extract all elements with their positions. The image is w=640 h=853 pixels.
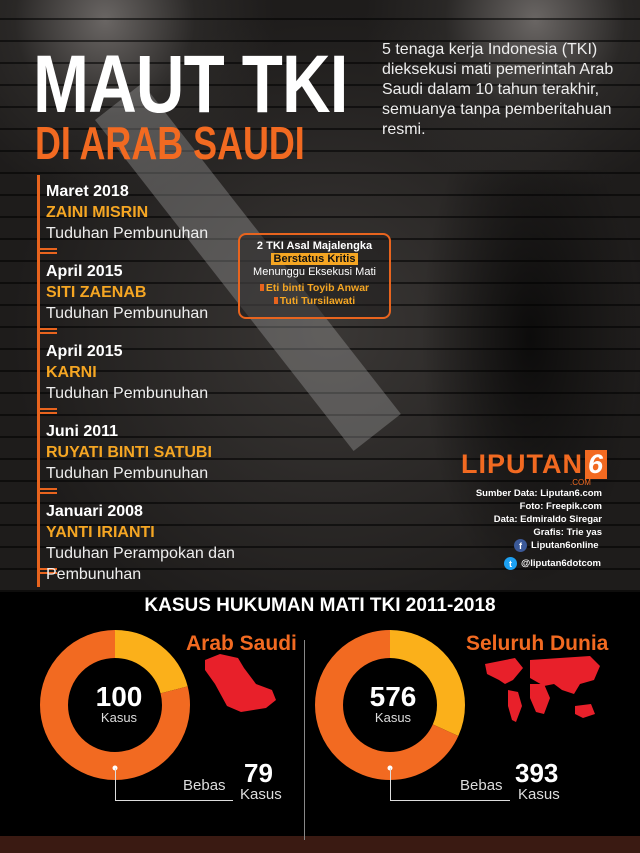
entry-date: Juni 2011 (46, 423, 119, 440)
stats-heading: KASUS HUKUMAN MATI TKI 2011-2018 (144, 595, 496, 616)
entry-charge: Tuduhan Pembunuhan (46, 385, 209, 402)
logo-number: 6 (585, 450, 608, 479)
twitter-handle: @liputan6dotcom (521, 558, 601, 569)
liputan6-logo: LIPUTAN 6 (461, 449, 608, 479)
credit-line: Grafis: Trie yas (533, 527, 602, 538)
panel-title: Seluruh Dunia (466, 632, 609, 655)
entry-name: KARNI (46, 364, 97, 381)
entry-name: SITI ZAENAB (46, 284, 147, 301)
total-unit: Kasus (100, 710, 138, 725)
donut-charts (40, 630, 600, 780)
saudi-arabia-map-icon (205, 654, 276, 712)
critical-status-box: 2 TKI Asal Majalengka Berstatus Kritis M… (238, 233, 391, 319)
timeline-tick (37, 488, 57, 490)
entry-date: Januari 2008 (46, 503, 143, 520)
entry-charge: Tuduhan Perampokan dan Pembunuhan (46, 545, 235, 583)
entry-date: Maret 2018 (46, 183, 129, 200)
released-label: Bebas (183, 777, 226, 794)
credit-line: Data: Edmiraldo Siregar (493, 514, 602, 525)
silhouette-image (420, 170, 640, 590)
credit-line: Sumber Data: Liputan6.com (475, 488, 602, 499)
timeline-entry: Januari 2008 YANTI IRIANTI Tuduhan Perampo… (46, 501, 266, 585)
entry-date: April 2015 (46, 263, 123, 280)
title-line1: MAUT TKI (33, 39, 348, 130)
entry-name: YANTI IRIANTI (46, 524, 155, 541)
credits: Sumber Data: Liputan6.com Foto: Freepik.… (476, 487, 602, 539)
box-line3: Menunggu Eksekusi Mati (253, 266, 376, 278)
released-count: 393 (515, 758, 559, 788)
footer-strip (0, 836, 640, 853)
twitter-link[interactable]: t @liputan6dotcom (504, 557, 601, 570)
twitter-icon: t (504, 557, 517, 570)
timeline-entry: April 2015 KARNI Tuduhan Pembunuhan (46, 341, 208, 404)
total-cases: 100 (95, 681, 143, 712)
arrow-connector (115, 768, 233, 801)
released-unit: Kasus (240, 786, 282, 803)
box-line1: 2 TKI Asal Majalengka (256, 240, 373, 252)
timeline-entry: Maret 2018 ZAINI MISRIN Tuduhan Pembunuhan (46, 181, 208, 244)
facebook-link[interactable]: f Liputan6online (514, 539, 599, 552)
arrow-connector (390, 768, 510, 801)
logo-text: LIPUTAN (461, 449, 583, 479)
timeline-tick (37, 328, 57, 330)
facebook-icon: f (514, 539, 527, 552)
timeline-entry: Juni 2011 RUYATI BINTI SATUBI Tuduhan Pemb… (46, 421, 212, 484)
entry-date: April 2015 (46, 343, 123, 360)
timeline-tick (37, 248, 57, 250)
person-item: Tuti Tursilawati (240, 295, 389, 307)
timeline-tick (37, 408, 57, 410)
released-label: Bebas (460, 777, 503, 794)
facebook-handle: Liputan6online (531, 540, 599, 551)
critical-highlight: Berstatus Kritis (270, 253, 359, 265)
donut-arab-saudi (40, 630, 190, 780)
total-cases: 576 (369, 681, 417, 712)
entry-name: RUYATI BINTI SATUBI (46, 444, 212, 461)
released-count: 79 (244, 758, 273, 788)
person-item: Eti binti Toyib Anwar (240, 282, 389, 294)
entry-charge: Tuduhan Pembunuhan (46, 305, 209, 322)
logo-suffix: .COM (570, 478, 591, 487)
timeline-entry: April 2015 SITI ZAENAB Tuduhan Pembunuhan (46, 261, 208, 324)
intro-text: 5 tenaga kerja Indonesia (TKI) dieksekus… (382, 41, 614, 138)
entry-charge: Tuduhan Pembunuhan (46, 225, 209, 242)
title-line2: DI ARAB SAUDI (35, 117, 305, 169)
divider (304, 640, 305, 840)
timeline-line (37, 175, 40, 587)
entry-name: ZAINI MISRIN (46, 204, 149, 221)
total-unit: Kasus (374, 710, 412, 725)
entry-charge: Tuduhan Pembunuhan (46, 465, 209, 482)
timeline-tick (37, 568, 57, 570)
world-map-icon (485, 656, 600, 722)
panel-title: Arab Saudi (186, 632, 297, 655)
released-unit: Kasus (518, 786, 560, 803)
credit-line: Foto: Freepik.com (519, 501, 602, 512)
